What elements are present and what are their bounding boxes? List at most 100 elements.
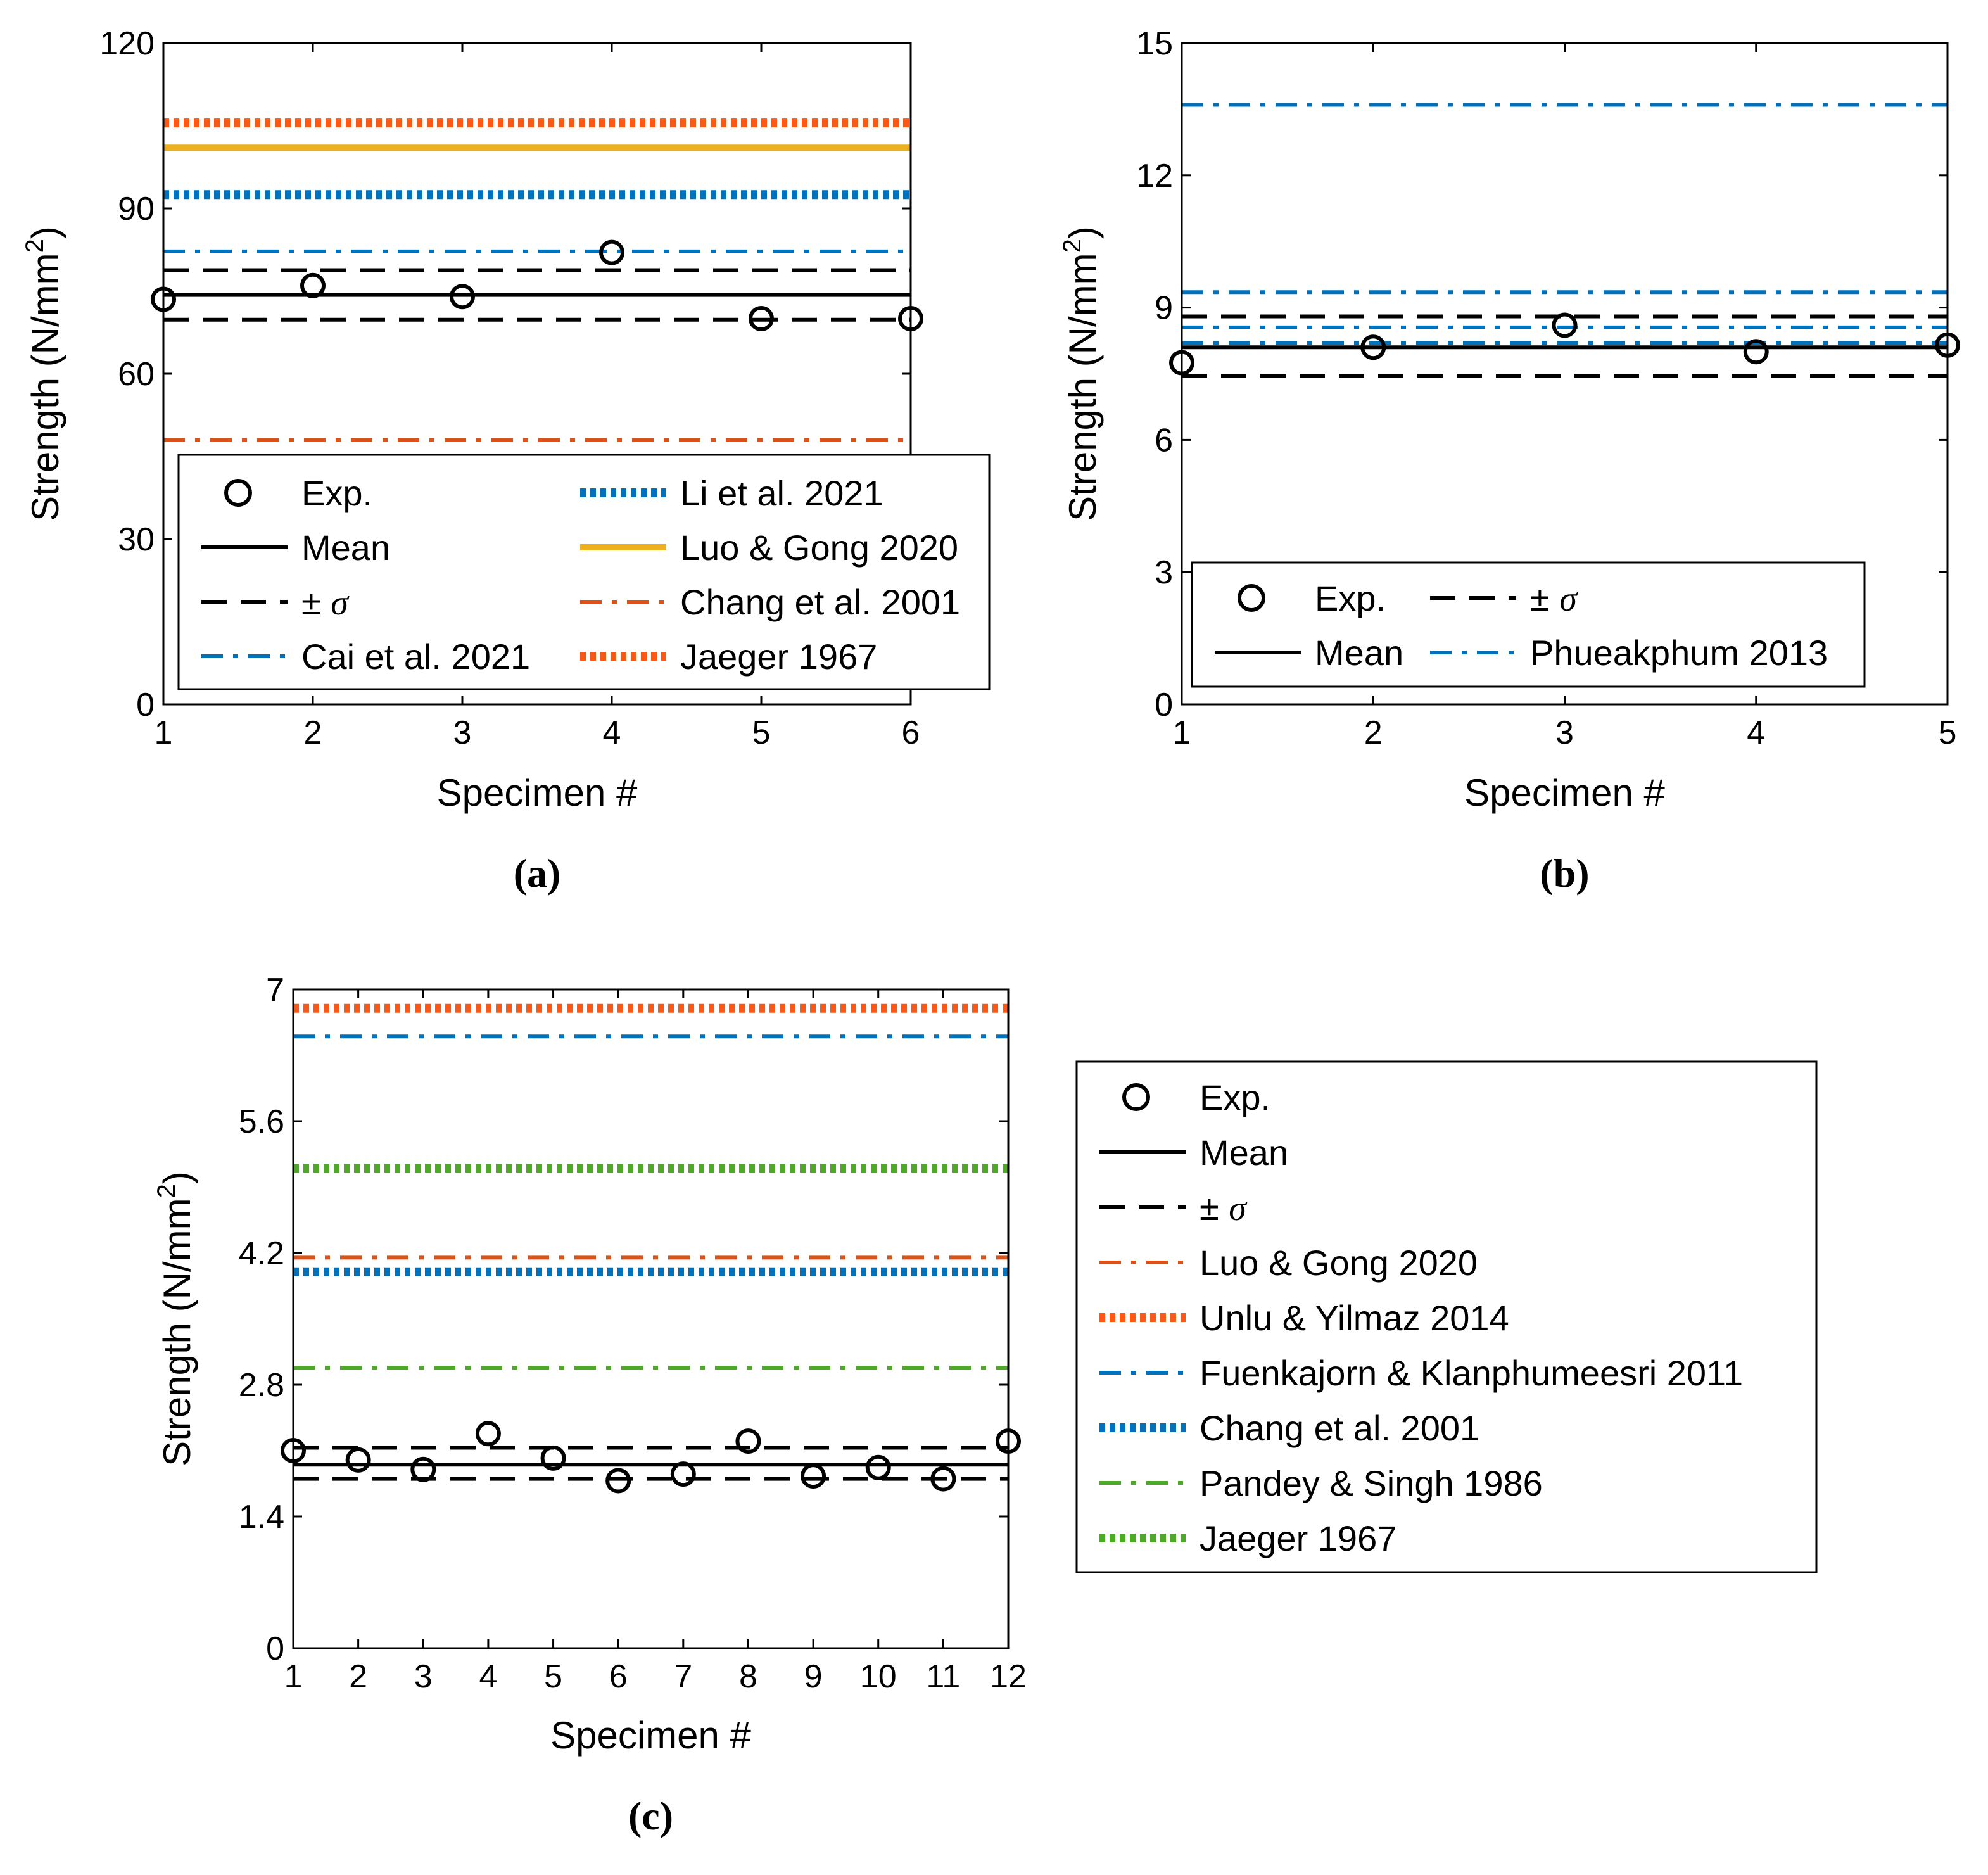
legend-label-marker: Exp. bbox=[301, 473, 372, 513]
exp-point-3 bbox=[450, 284, 475, 310]
exp-point-5 bbox=[749, 306, 774, 331]
exp-point-5 bbox=[540, 1445, 566, 1471]
x-tick-label: 6 bbox=[902, 715, 920, 751]
x-axis-label: Specimen # bbox=[1464, 772, 1665, 814]
x-tick-label: 12 bbox=[990, 1658, 1027, 1695]
legend-label-sigma: ± σ bbox=[1530, 578, 1578, 619]
y-tick-label: 7 bbox=[266, 972, 284, 1008]
legend-sigma-pm: ± bbox=[301, 582, 331, 622]
y-tick-label: 5.6 bbox=[239, 1103, 284, 1140]
exp-point-2 bbox=[345, 1447, 371, 1473]
x-tick-label: 2 bbox=[304, 715, 322, 751]
y-axis-label-superscript: 2 bbox=[153, 1184, 180, 1198]
y-tick-label: 0 bbox=[266, 1630, 284, 1667]
x-tick-label: 8 bbox=[739, 1658, 757, 1695]
legend-label-chang-et-al-2001: Chang et al. 2001 bbox=[1200, 1408, 1479, 1448]
legend-exp-marker bbox=[1238, 584, 1265, 612]
legend-label-unlu-yilmaz-2014: Unlu & Yilmaz 2014 bbox=[1200, 1298, 1509, 1338]
y-axis-label: Strength (N/mm2) bbox=[21, 226, 66, 521]
x-tick-label: 5 bbox=[752, 715, 771, 751]
exp-point-4 bbox=[1743, 339, 1769, 365]
y-tick-label: 60 bbox=[118, 356, 155, 393]
y-tick-label: 6 bbox=[1155, 422, 1173, 459]
y-tick-label: 3 bbox=[1155, 554, 1173, 591]
y-axis-label-close: ) bbox=[24, 226, 66, 239]
exp-point-11 bbox=[930, 1466, 956, 1492]
panel-caption: (c) bbox=[628, 1793, 673, 1838]
axes-box bbox=[292, 988, 1010, 1649]
x-tick-label: 1 bbox=[155, 715, 173, 751]
legend: Exp. Mean ± σ Cai et al. 2021 Li et al. 2021… bbox=[177, 454, 991, 690]
legend-label-li-et-al-2021: Li et al. 2021 bbox=[680, 473, 883, 513]
legend-sigma-symbol: σ bbox=[1229, 1189, 1248, 1228]
y-tick-label: 1.4 bbox=[239, 1499, 284, 1535]
y-axis-label-close: ) bbox=[156, 1171, 198, 1184]
legend-label-cai-et-al-2021: Cai et al. 2021 bbox=[301, 637, 530, 677]
legend-label-fuenkajorn-klanphumeesri-2011: Fuenkajorn & Klanphumeesri 2011 bbox=[1200, 1353, 1743, 1393]
exp-point-4 bbox=[599, 239, 624, 265]
legend-label-mean: Mean bbox=[301, 528, 390, 568]
legend-label-luo-gong-2020: Luo & Gong 2020 bbox=[680, 528, 958, 568]
x-tick-label: 4 bbox=[1747, 715, 1765, 751]
exp-point-6 bbox=[605, 1468, 631, 1494]
y-axis-label-main: Strength (N/mm bbox=[1061, 253, 1104, 521]
x-axis-label: Specimen # bbox=[437, 772, 638, 814]
legend-sigma-pm: ± bbox=[1530, 578, 1559, 618]
legend-box bbox=[1075, 1060, 1818, 1573]
panel-caption: (b) bbox=[1540, 851, 1589, 896]
y-axis-label-superscript: 2 bbox=[21, 239, 49, 253]
x-tick-label: 7 bbox=[674, 1658, 692, 1695]
legend-sigma-symbol: σ bbox=[1559, 580, 1578, 619]
x-axis-label: Specimen # bbox=[550, 1714, 751, 1757]
x-tick-label: 3 bbox=[453, 715, 472, 751]
x-tick-label: 1 bbox=[1173, 715, 1191, 751]
x-tick-label: 10 bbox=[860, 1658, 897, 1695]
y-tick-label: 9 bbox=[1155, 290, 1173, 327]
legend-label-marker: Exp. bbox=[1315, 578, 1386, 618]
legend-label-jaeger-1967: Jaeger 1967 bbox=[680, 637, 877, 677]
y-tick-label: 0 bbox=[136, 687, 155, 723]
legend-label-sigma: ± σ bbox=[301, 582, 350, 623]
y-tick-label: 120 bbox=[99, 25, 155, 62]
y-tick-label: 90 bbox=[118, 191, 155, 227]
x-tick-label: 9 bbox=[804, 1658, 823, 1695]
legend-label-pandey-singh-1986: Pandey & Singh 1986 bbox=[1200, 1463, 1543, 1503]
x-tick-label: 2 bbox=[349, 1658, 367, 1695]
y-tick-label: 12 bbox=[1136, 158, 1173, 194]
legend-label-sigma: ± σ bbox=[1200, 1188, 1248, 1228]
x-tick-label: 2 bbox=[1364, 715, 1383, 751]
exp-point-2 bbox=[300, 272, 326, 298]
legend-label-mean: Mean bbox=[1315, 633, 1403, 673]
legend-label-marker: Exp. bbox=[1200, 1077, 1270, 1117]
y-axis-label-close: ) bbox=[1061, 226, 1104, 239]
exp-point-10 bbox=[865, 1454, 891, 1480]
x-tick-label: 5 bbox=[1939, 715, 1957, 751]
y-tick-label: 2.8 bbox=[239, 1367, 284, 1404]
y-tick-label: 30 bbox=[118, 521, 155, 558]
y-tick-label: 15 bbox=[1136, 25, 1173, 62]
x-tick-label: 4 bbox=[603, 715, 621, 751]
x-tick-label: 4 bbox=[479, 1658, 497, 1695]
x-tick-label: 6 bbox=[609, 1658, 628, 1695]
x-tick-label: 3 bbox=[414, 1658, 433, 1695]
legend-sigma-symbol: σ bbox=[331, 583, 350, 623]
exp-point-3 bbox=[1552, 312, 1578, 338]
legend-label-luo-gong-2020: Luo & Gong 2020 bbox=[1200, 1243, 1478, 1283]
y-axis-label-main: Strength (N/mm bbox=[156, 1198, 198, 1466]
y-axis-label: Strength (N/mm2) bbox=[153, 1171, 198, 1466]
legend-label-mean: Mean bbox=[1200, 1133, 1288, 1173]
x-tick-label: 1 bbox=[284, 1658, 303, 1695]
y-axis-label-superscript: 2 bbox=[1058, 239, 1086, 253]
legend-box bbox=[1191, 561, 1866, 688]
x-tick-label: 11 bbox=[926, 1658, 960, 1695]
x-tick-label: 5 bbox=[544, 1658, 562, 1695]
y-axis-label: Strength (N/mm2) bbox=[1058, 226, 1104, 521]
exp-point-9 bbox=[801, 1463, 826, 1489]
exp-point-2 bbox=[1360, 334, 1386, 360]
exp-point-8 bbox=[735, 1428, 761, 1454]
exp-point-3 bbox=[410, 1456, 436, 1482]
